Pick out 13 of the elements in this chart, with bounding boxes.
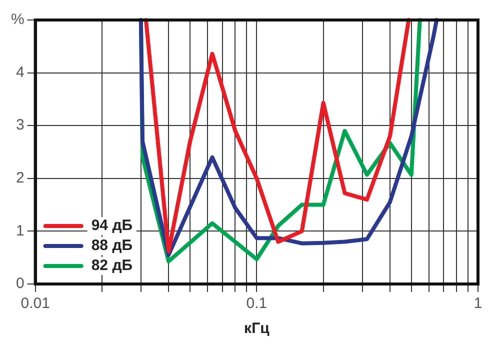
- legend-label: 82 дБ: [91, 257, 133, 274]
- y-tick-label: 2: [16, 170, 24, 187]
- y-tick-label: 4: [16, 64, 24, 81]
- y-tick-label: %: [10, 11, 24, 28]
- x-axis-title: кГц: [244, 320, 270, 338]
- y-tick-label: 1: [16, 222, 24, 240]
- legend-label: 88 дБ: [91, 237, 133, 254]
- x-tick-label: 0.01: [20, 295, 50, 312]
- y-tick-label: 0: [16, 275, 24, 292]
- y-tick-label: 3: [16, 116, 24, 134]
- x-tick-label: 1: [474, 295, 482, 312]
- legend-label: 94 дБ: [91, 217, 133, 234]
- x-tick-label: 0.1: [246, 295, 268, 312]
